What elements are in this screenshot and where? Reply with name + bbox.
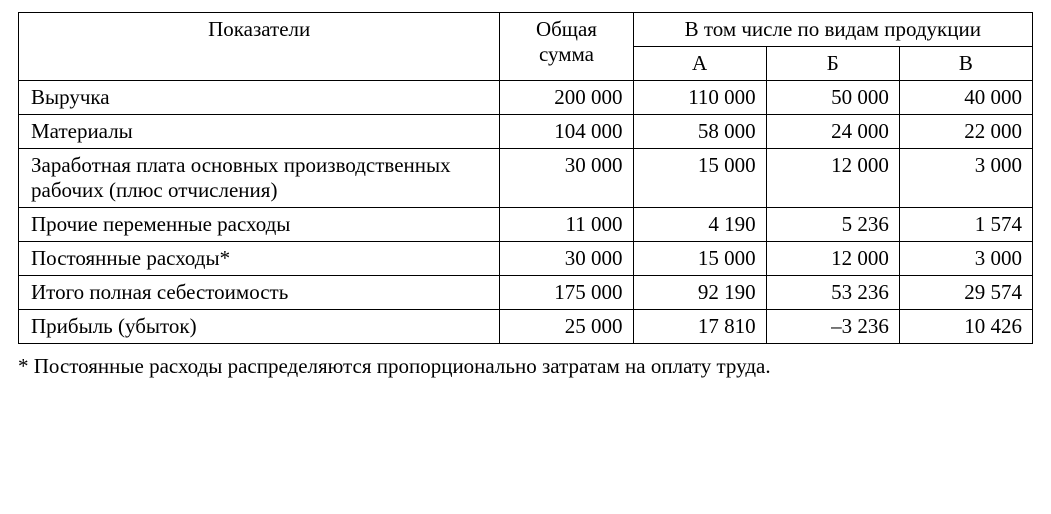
cell-total: 30 000 [500,149,633,208]
cell-v: 3 000 [899,149,1032,208]
cell-a: 15 000 [633,149,766,208]
cell-total: 25 000 [500,310,633,344]
footnote: * Постоянные расходы распределяются проп… [18,352,1033,380]
table-row: Выручка200 000110 00050 00040 000 [19,81,1033,115]
row-label: Итого полная себестоимость [19,276,500,310]
cell-v: 40 000 [899,81,1032,115]
cell-b: –3 236 [766,310,899,344]
cell-a: 92 190 [633,276,766,310]
table-header-row-1: Показатели Общая сумма В том числе по ви… [19,13,1033,47]
row-label: Материалы [19,115,500,149]
cell-total: 11 000 [500,208,633,242]
cell-a: 58 000 [633,115,766,149]
table-row: Заработная плата основных производ­ствен… [19,149,1033,208]
cell-total: 175 000 [500,276,633,310]
table-row: Итого полная себестоимость175 00092 1905… [19,276,1033,310]
cell-a: 17 810 [633,310,766,344]
cell-v: 1 574 [899,208,1032,242]
table-row: Постоянные расходы*30 00015 00012 0003 0… [19,242,1033,276]
header-col-b: Б [766,47,899,81]
cell-a: 15 000 [633,242,766,276]
row-label: Прочие переменные расходы [19,208,500,242]
table-body: Выручка200 000110 00050 00040 000Материа… [19,81,1033,344]
table-row: Прибыль (убыток)25 00017 810–3 23610 426 [19,310,1033,344]
cell-a: 4 190 [633,208,766,242]
cost-table: Показатели Общая сумма В том числе по ви… [18,12,1033,344]
cell-a: 110 000 [633,81,766,115]
cell-v: 22 000 [899,115,1032,149]
table-row: Материалы104 00058 00024 00022 000 [19,115,1033,149]
header-col-v: В [899,47,1032,81]
cell-v: 3 000 [899,242,1032,276]
cell-b: 53 236 [766,276,899,310]
header-indicator: Показатели [19,13,500,81]
cell-total: 104 000 [500,115,633,149]
header-total: Общая сумма [500,13,633,81]
cell-v: 10 426 [899,310,1032,344]
cell-total: 30 000 [500,242,633,276]
cell-b: 24 000 [766,115,899,149]
table-row: Прочие переменные расходы11 0004 1905 23… [19,208,1033,242]
row-label: Прибыль (убыток) [19,310,500,344]
row-label: Заработная плата основных производ­ствен… [19,149,500,208]
cell-b: 12 000 [766,242,899,276]
cell-b: 50 000 [766,81,899,115]
cell-b: 5 236 [766,208,899,242]
row-label: Постоянные расходы* [19,242,500,276]
header-col-a: А [633,47,766,81]
cell-b: 12 000 [766,149,899,208]
cell-total: 200 000 [500,81,633,115]
row-label: Выручка [19,81,500,115]
cell-v: 29 574 [899,276,1032,310]
header-group: В том числе по видам продукции [633,13,1032,47]
